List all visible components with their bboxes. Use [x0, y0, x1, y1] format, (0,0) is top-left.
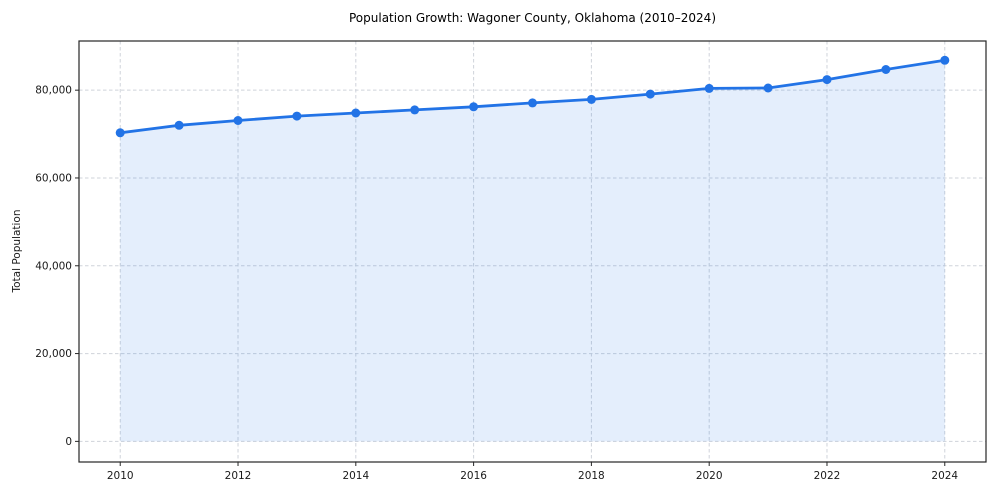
data-point-2017 [528, 98, 537, 108]
data-point-2020 [704, 83, 714, 93]
x-tick-label: 2020 [696, 470, 723, 482]
x-tick-label: 2022 [814, 470, 841, 482]
x-tick-label: 2012 [225, 470, 252, 482]
data-point-2010 [115, 128, 125, 138]
x-tick-label: 2010 [107, 470, 134, 482]
data-point-2018 [586, 94, 596, 104]
data-point-2022 [822, 75, 832, 85]
y-tick-label: 60,000 [35, 172, 72, 184]
data-point-2021 [763, 83, 773, 93]
y-tick-label: 80,000 [35, 85, 72, 97]
data-point-2023 [881, 65, 891, 74]
y-tick-label: 0 [65, 436, 72, 448]
data-point-2024 [940, 55, 950, 65]
x-tick-label: 2018 [578, 470, 605, 482]
x-tick-label: 2016 [460, 470, 487, 482]
x-tick-label: 2014 [342, 470, 369, 482]
chart-title: Population Growth: Wagoner County, Oklah… [349, 11, 716, 25]
y-axis-label: Total Population [11, 209, 23, 293]
data-point-2019 [645, 89, 655, 99]
data-point-2013 [292, 111, 302, 121]
data-point-2012 [233, 116, 243, 125]
y-tick-label: 40,000 [35, 260, 72, 272]
area-fill [120, 60, 945, 442]
y-tick-label: 20,000 [35, 348, 72, 360]
data-point-2014 [351, 108, 361, 118]
x-tick-label: 2024 [931, 470, 958, 482]
data-point-2016 [469, 102, 479, 112]
plot-border [78, 40, 987, 463]
data-point-2015 [410, 105, 420, 115]
data-point-2011 [174, 120, 184, 130]
